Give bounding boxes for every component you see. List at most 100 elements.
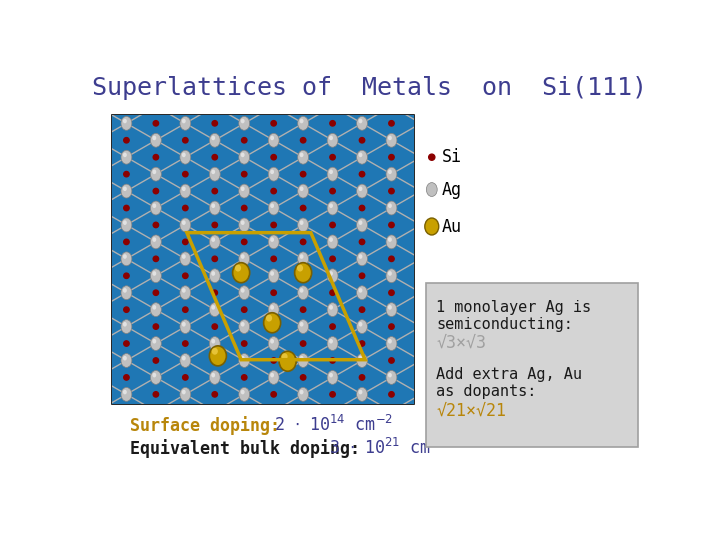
Ellipse shape xyxy=(210,336,220,350)
Ellipse shape xyxy=(210,370,220,384)
Circle shape xyxy=(183,205,188,211)
Ellipse shape xyxy=(356,117,367,130)
Circle shape xyxy=(183,375,188,380)
Circle shape xyxy=(330,222,336,228)
Circle shape xyxy=(271,222,276,228)
Ellipse shape xyxy=(239,387,250,401)
Circle shape xyxy=(212,188,217,194)
Ellipse shape xyxy=(211,237,215,242)
Circle shape xyxy=(271,358,276,363)
Ellipse shape xyxy=(359,254,362,259)
Circle shape xyxy=(212,256,217,261)
Circle shape xyxy=(124,375,129,380)
Ellipse shape xyxy=(386,235,397,249)
Ellipse shape xyxy=(359,288,362,293)
Ellipse shape xyxy=(150,269,161,283)
Circle shape xyxy=(153,222,158,228)
Circle shape xyxy=(300,239,306,245)
Text: √3×√3: √3×√3 xyxy=(436,334,487,352)
Ellipse shape xyxy=(153,305,156,309)
Ellipse shape xyxy=(121,184,132,198)
Ellipse shape xyxy=(388,136,392,140)
Ellipse shape xyxy=(297,354,309,367)
Ellipse shape xyxy=(300,390,304,394)
Text: 3 $\cdot$ 10$^{21}$ cm$^{-3}$: 3 $\cdot$ 10$^{21}$ cm$^{-3}$ xyxy=(329,438,448,458)
Ellipse shape xyxy=(327,303,338,316)
Ellipse shape xyxy=(210,167,220,181)
Ellipse shape xyxy=(211,204,215,208)
Ellipse shape xyxy=(180,117,191,130)
Text: Superlattices of  Metals  on  Si(111): Superlattices of Metals on Si(111) xyxy=(91,76,647,100)
Text: 1 monolayer Ag is: 1 monolayer Ag is xyxy=(436,300,592,315)
Ellipse shape xyxy=(297,265,303,272)
Ellipse shape xyxy=(239,252,250,266)
Ellipse shape xyxy=(123,153,127,157)
Ellipse shape xyxy=(329,136,333,140)
Ellipse shape xyxy=(239,117,250,130)
Text: Surface doping:: Surface doping: xyxy=(130,416,280,435)
Ellipse shape xyxy=(212,348,218,355)
Ellipse shape xyxy=(211,373,215,377)
Circle shape xyxy=(330,154,336,160)
Ellipse shape xyxy=(359,322,362,327)
Ellipse shape xyxy=(210,303,220,316)
Ellipse shape xyxy=(300,186,304,191)
Circle shape xyxy=(330,290,336,295)
Ellipse shape xyxy=(150,303,161,316)
Text: Au: Au xyxy=(442,218,462,235)
Ellipse shape xyxy=(356,387,367,401)
Text: 2 $\cdot$ 10$^{14}$ cm$^{-2}$: 2 $\cdot$ 10$^{14}$ cm$^{-2}$ xyxy=(274,415,393,435)
Ellipse shape xyxy=(269,336,279,350)
Ellipse shape xyxy=(269,133,279,147)
Ellipse shape xyxy=(356,218,367,232)
Ellipse shape xyxy=(153,339,156,343)
Ellipse shape xyxy=(388,373,392,377)
Ellipse shape xyxy=(182,322,186,327)
Circle shape xyxy=(359,138,365,143)
Ellipse shape xyxy=(359,119,362,123)
Ellipse shape xyxy=(240,153,245,157)
Ellipse shape xyxy=(121,387,132,401)
Ellipse shape xyxy=(270,271,274,276)
Ellipse shape xyxy=(239,218,250,232)
Ellipse shape xyxy=(182,254,186,259)
Circle shape xyxy=(300,341,306,346)
Ellipse shape xyxy=(356,354,367,367)
Circle shape xyxy=(389,358,394,363)
Ellipse shape xyxy=(269,235,279,249)
Ellipse shape xyxy=(121,286,132,300)
Circle shape xyxy=(241,171,247,177)
Ellipse shape xyxy=(153,170,156,174)
Ellipse shape xyxy=(356,184,367,198)
Circle shape xyxy=(300,273,306,279)
Ellipse shape xyxy=(240,254,245,259)
Circle shape xyxy=(359,273,365,279)
Circle shape xyxy=(271,120,276,126)
Ellipse shape xyxy=(211,339,215,343)
Ellipse shape xyxy=(180,218,191,232)
Ellipse shape xyxy=(240,186,245,191)
Circle shape xyxy=(389,290,394,295)
Ellipse shape xyxy=(388,204,392,208)
Circle shape xyxy=(359,341,365,346)
Ellipse shape xyxy=(386,269,397,283)
Circle shape xyxy=(389,120,394,126)
Ellipse shape xyxy=(356,150,367,164)
Circle shape xyxy=(241,341,247,346)
Ellipse shape xyxy=(150,201,161,215)
Ellipse shape xyxy=(329,237,333,242)
Ellipse shape xyxy=(300,322,304,327)
Ellipse shape xyxy=(359,356,362,361)
Text: Equivalent bulk doping:: Equivalent bulk doping: xyxy=(130,439,360,458)
Ellipse shape xyxy=(270,339,274,343)
Ellipse shape xyxy=(327,336,338,350)
Circle shape xyxy=(153,324,158,329)
Ellipse shape xyxy=(388,237,392,242)
Ellipse shape xyxy=(329,170,333,174)
Ellipse shape xyxy=(240,119,245,123)
Circle shape xyxy=(330,392,336,397)
Circle shape xyxy=(241,138,247,143)
Circle shape xyxy=(330,188,336,194)
Ellipse shape xyxy=(297,387,309,401)
Circle shape xyxy=(124,341,129,346)
